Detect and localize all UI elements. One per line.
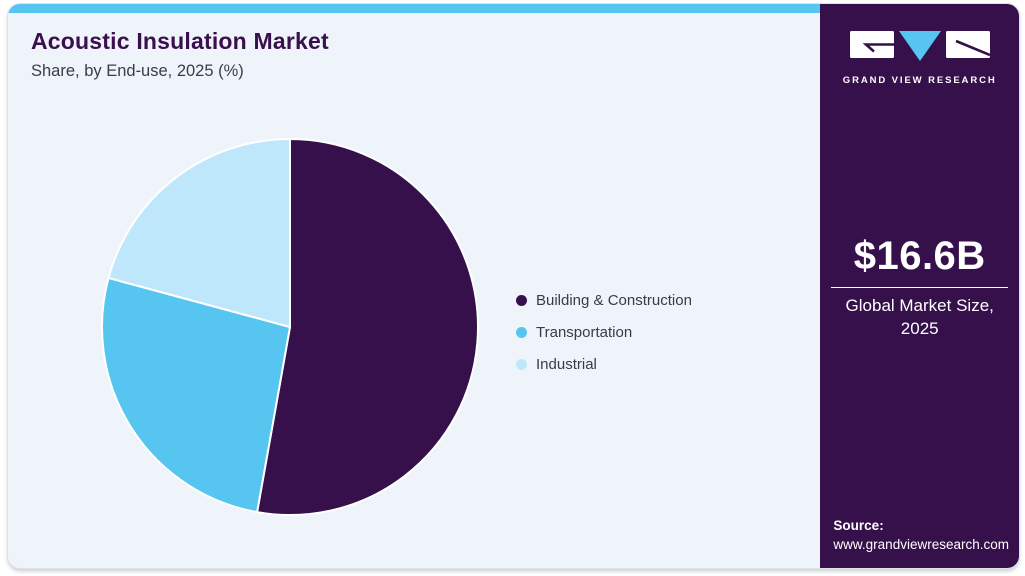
chart-header: Acoustic Insulation Market Share, by End… — [8, 13, 820, 81]
pie-slice-industrial — [107, 138, 291, 328]
brand-sidebar: GRAND VIEW RESEARCH $16.6B Global Market… — [820, 4, 1019, 568]
pie-slice-transportation — [101, 276, 291, 514]
pie-chart-svg — [101, 138, 479, 516]
legend-label: Industrial — [536, 356, 597, 373]
chart-legend: Building & Construction Transportation I… — [516, 291, 692, 374]
source-url-link[interactable]: www.grandviewresearch.com — [833, 537, 1009, 553]
market-size-label: Global Market Size, 2025 — [845, 296, 994, 339]
chart-panel: Acoustic Insulation Market Share, by End… — [8, 4, 821, 568]
page-title: Acoustic Insulation Market — [31, 28, 329, 54]
legend-label: Transportation — [536, 324, 633, 341]
pie-chart — [100, 137, 480, 517]
page-subtitle: Share, by End-use, 2025 (%) — [31, 62, 244, 80]
legend-item-transportation: Transportation — [516, 323, 692, 342]
brand-name: GRAND VIEW RESEARCH — [842, 75, 997, 86]
pie-slice-building-construction — [256, 138, 479, 516]
gvr-logo: GRAND VIEW RESEARCH — [843, 26, 997, 86]
infographic-card: Acoustic Insulation Market Share, by End… — [8, 4, 1019, 568]
market-size-block: $16.6B Global Market Size, 2025 — [831, 234, 1009, 341]
divider — [831, 287, 1009, 289]
top-accent-bar — [8, 4, 821, 13]
legend-dot-icon — [516, 295, 527, 306]
source-label: Source: — [833, 518, 884, 534]
market-size-value: $16.6B — [853, 234, 986, 279]
gvr-logo-icon — [849, 31, 990, 61]
legend-item-building-construction: Building & Construction — [516, 291, 692, 310]
legend-label: Building & Construction — [536, 292, 692, 309]
legend-dot-icon — [516, 359, 527, 370]
legend-item-industrial: Industrial — [516, 355, 692, 374]
source-block: Source: www.grandviewresearch.com — [820, 517, 1019, 568]
legend-dot-icon — [516, 327, 527, 338]
